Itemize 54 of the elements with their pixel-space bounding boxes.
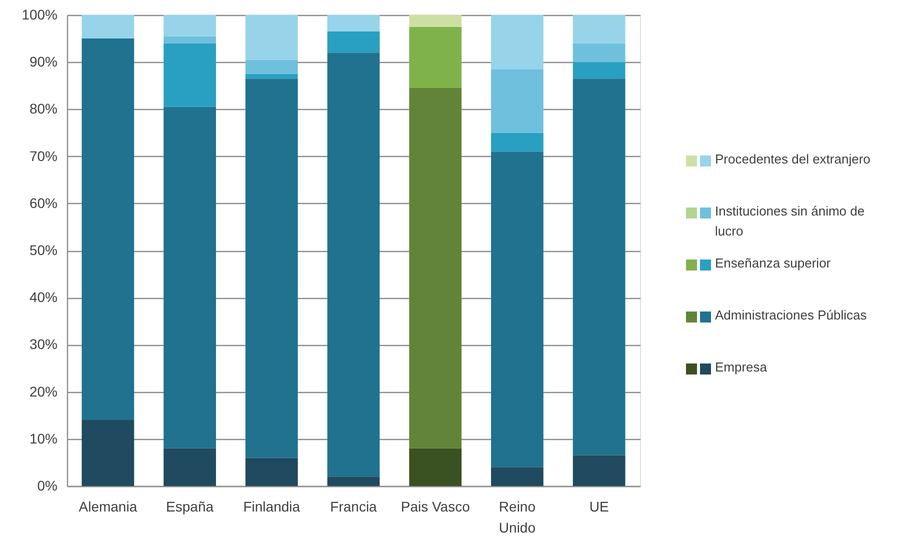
bar [245, 15, 298, 60]
y-tick-label: 90% [29, 54, 58, 70]
legend-label: Empresa [715, 360, 768, 374]
bar [572, 455, 626, 486]
bar [245, 458, 298, 486]
bar [327, 476, 380, 486]
bar [245, 60, 298, 74]
bar [491, 69, 544, 133]
bar [82, 15, 134, 39]
x-tick-label: UE [589, 498, 609, 514]
x-tick-label: Alemania [78, 498, 138, 514]
bar [572, 62, 626, 79]
bar [327, 52, 380, 477]
y-tick-label: 80% [29, 100, 58, 117]
legend-label: Procedentes del extranjero [715, 152, 870, 166]
bar [164, 106, 216, 448]
bar [572, 78, 626, 456]
bar [409, 26, 462, 88]
bar [491, 132, 544, 152]
x-tick-label: España [166, 498, 214, 514]
y-tick-label: 50% [29, 242, 58, 258]
y-tick-label: 70% [29, 148, 58, 164]
bar [409, 88, 462, 448]
legend-label: Enseñanza superior [715, 256, 832, 270]
bar [491, 15, 544, 70]
legend-label: Instituciones sin ánimo de lucro [715, 204, 865, 238]
bar [409, 15, 462, 27]
x-tick-label: Finlandia [243, 498, 300, 514]
bar [327, 15, 380, 32]
bar [572, 43, 626, 62]
bar [164, 36, 216, 44]
bar [164, 15, 216, 36]
bar [164, 43, 216, 107]
y-tick-label: 30% [29, 336, 58, 352]
bar [164, 448, 216, 486]
y-tick-label: 60% [29, 194, 58, 211]
y-tick-label: 100% [22, 6, 58, 22]
bar [572, 15, 626, 44]
bar [245, 74, 298, 79]
y-tick-label: 20% [29, 383, 58, 400]
y-tick-label: 0% [37, 478, 58, 494]
y-tick-label: 10% [29, 430, 58, 446]
bar [327, 31, 380, 53]
x-tick-label: Reino Unido [498, 498, 536, 536]
bar [409, 448, 462, 486]
bar [491, 152, 544, 468]
bar [245, 78, 298, 458]
bar [491, 467, 544, 486]
x-tick-label: Francia [330, 498, 378, 514]
bar [82, 420, 134, 486]
y-tick-label: 40% [29, 289, 58, 306]
bar [82, 38, 134, 420]
legend-label: Administraciones Públicas [715, 308, 868, 322]
x-tick-label: Pais Vasco [400, 498, 470, 514]
